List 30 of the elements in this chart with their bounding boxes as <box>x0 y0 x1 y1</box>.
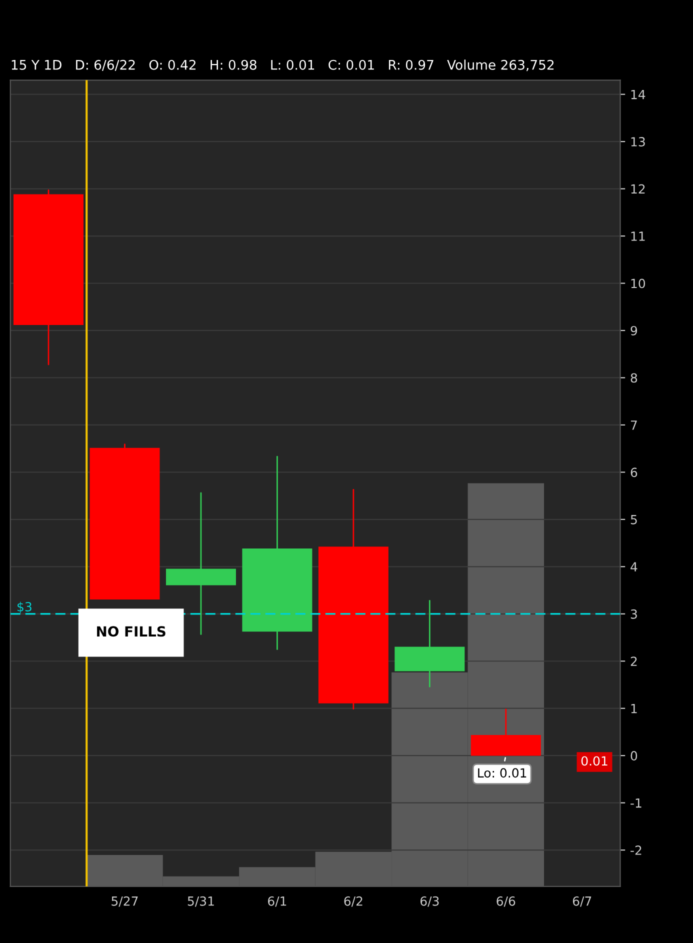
x-tick-label: 6/2 <box>344 896 362 907</box>
x-tick-label: 6/3 <box>420 896 439 907</box>
y-tick-label: -1 <box>630 798 642 808</box>
y-tick-label: 12 <box>631 184 645 194</box>
y-tick-label: 14 <box>631 90 646 100</box>
y-tick-label: 5 <box>630 515 637 524</box>
y-tick-label: 10 <box>631 278 646 288</box>
annotation: Lo: 0.01 <box>478 768 526 778</box>
y-tick-label: 13 <box>631 137 645 146</box>
x-tick-label: 6/7 <box>572 896 592 907</box>
y-tick-label: 3 <box>630 609 637 619</box>
annotation: NO FILLS <box>97 626 166 637</box>
y-tick-label: 8 <box>630 373 638 383</box>
ref-line-label: $3 <box>18 602 32 614</box>
candlestick <box>166 492 236 635</box>
x-tick-label: 6/6 <box>496 896 516 907</box>
y-tick-label: 11 <box>631 232 645 241</box>
x-tick-label: 6/1 <box>268 896 286 907</box>
y-tick-label: 2 <box>630 656 637 666</box>
chart-title: 15 Y 1D D: 6/6/22 O: 0.42 H: 0.98 L: 0.01 C: 0.01 R: 0.97 Volume 263,752 <box>12 60 554 72</box>
y-tick-label: 4 <box>630 562 638 572</box>
annotation: 0.01 <box>581 756 608 766</box>
y-tick-label: 0 <box>630 751 638 761</box>
y-tick-label: -2 <box>630 846 642 855</box>
x-tick-label: 5/27 <box>112 896 138 907</box>
x-tick-label: 5/31 <box>188 896 214 907</box>
y-tick-label: 7 <box>630 420 637 430</box>
y-tick-label: 9 <box>630 326 638 336</box>
y-tick-label: 1 <box>631 704 637 714</box>
y-tick-label: 6 <box>630 468 638 478</box>
